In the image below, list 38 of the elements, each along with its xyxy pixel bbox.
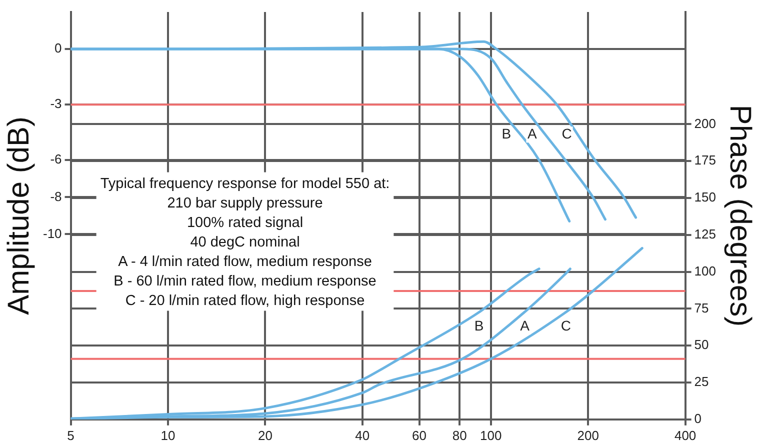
series-label: B [502, 125, 512, 142]
annotation: C - 20 l/min rated flow, high response [125, 293, 365, 309]
series-label: C [560, 317, 571, 334]
series-label: A [528, 125, 538, 142]
y2-tick-label: 175 [694, 152, 716, 168]
y-axis-title: Amplitude (dB) [2, 116, 36, 315]
series-label: B [474, 317, 484, 334]
y2-tick-label: 150 [694, 190, 716, 205]
x-tick-label: 80 [452, 428, 467, 443]
x-tick-label: 400 [674, 428, 696, 443]
annotation: 40 degC nominal [190, 234, 300, 250]
annotation: B - 60 l/min rated flow, medium response [114, 274, 376, 290]
annotation: Typical frequency response for model 550 at: [100, 176, 390, 192]
y-tick-label: -3 [50, 96, 62, 112]
annotation: A - 4 l/min rated flow, medium response [118, 254, 372, 270]
y-tick-label: -10 [42, 226, 62, 241]
y2-axis-title: Phase (degrees) [724, 104, 757, 327]
annotation: 210 bar supply pressure [167, 196, 323, 212]
x-tick-label: 5 [67, 428, 74, 443]
y2-tick-label: 200 [694, 116, 716, 131]
y2-tick-label: 25 [694, 374, 709, 390]
y2-tick-label: 125 [694, 226, 716, 242]
x-tick-label: 60 [412, 428, 426, 443]
annotation: 100% rated signal [186, 215, 304, 231]
series-label: C [562, 125, 572, 142]
x-tick-label: 100 [480, 428, 502, 443]
y2-tick-label: 0 [694, 410, 702, 426]
y-tick-label: 0 [54, 40, 62, 56]
y2-tick-label: 75 [694, 300, 709, 316]
y-tick-label: -8 [50, 188, 62, 204]
x-tick-label: 40 [355, 428, 370, 443]
series-label: A [520, 317, 530, 334]
x-tick-label: 10 [160, 428, 176, 443]
y2-tick-label: 50 [694, 337, 709, 352]
x-tick-label: 200 [577, 428, 599, 443]
y2-tick-label: 100 [694, 263, 716, 278]
y-tick-label: -6 [50, 152, 62, 167]
x-tick-label: 20 [258, 428, 272, 443]
